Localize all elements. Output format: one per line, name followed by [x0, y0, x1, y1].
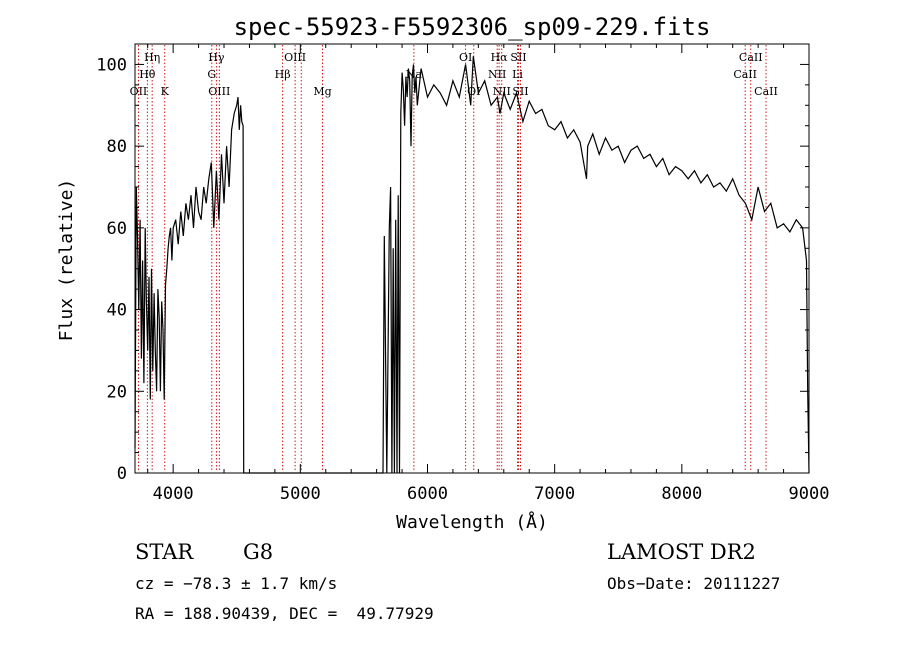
x-tick-label: 8000 [661, 484, 702, 504]
line-label: G [207, 68, 216, 81]
redshift-velocity: cz = −78.3 ± 1.7 km/s [135, 574, 338, 593]
chart-title: spec-55923-F5592306_sp09-229.fits [234, 13, 711, 41]
x-tick-label: 4000 [153, 484, 194, 504]
line-label: OI [467, 85, 480, 98]
line-label: OIII [208, 85, 230, 98]
object-subclass: G8 [243, 540, 274, 564]
line-label: Hβ [275, 68, 291, 81]
y-tick-label: 40 [107, 301, 127, 321]
line-label: Hη [144, 51, 160, 64]
sky-coordinates: RA = 188.90439, DEC = 49.77929 [135, 604, 434, 623]
line-label: Li [512, 68, 523, 81]
line-label: Hθ [139, 68, 156, 81]
line-label: OI [459, 51, 472, 64]
emission-line-markers [137, 45, 767, 472]
object-class: STAR [135, 540, 194, 564]
line-label: CaII [754, 85, 778, 98]
axes: 4000 5000 6000 7000 8000 9000 0 20 40 60 80 100 [96, 44, 829, 504]
line-label: Hγ [208, 51, 225, 64]
line-label: Hα [491, 51, 509, 64]
line-label: OIII [284, 51, 306, 64]
line-label: OII [130, 85, 148, 98]
y-tick-label: 60 [107, 219, 127, 239]
line-label: Mg [313, 85, 331, 98]
spectrum-line [134, 56, 810, 474]
x-tick-label: 6000 [407, 484, 448, 504]
x-tick-label: 5000 [280, 484, 321, 504]
line-label: NII [493, 85, 511, 98]
line-label: NII [488, 68, 506, 81]
y-tick-label: 80 [107, 137, 127, 157]
y-tick-label: 0 [117, 464, 127, 484]
y-tick-label: 20 [107, 382, 127, 402]
line-label: CaII [733, 68, 757, 81]
observation-date: Obs−Date: 20111227 [607, 574, 781, 593]
y-tick-label: 100 [96, 55, 127, 75]
x-tick-label: 9000 [789, 484, 830, 504]
plot-frame [134, 43, 810, 474]
line-label: SII [510, 51, 526, 64]
x-tick-label: 7000 [534, 484, 575, 504]
y-axis-label: Flux (relative) [56, 179, 77, 342]
x-axis-label: Wavelength (Å) [396, 511, 548, 533]
line-label: CaII [739, 51, 763, 64]
line-label: K [161, 85, 170, 98]
survey-name: LAMOST DR2 [607, 540, 756, 564]
